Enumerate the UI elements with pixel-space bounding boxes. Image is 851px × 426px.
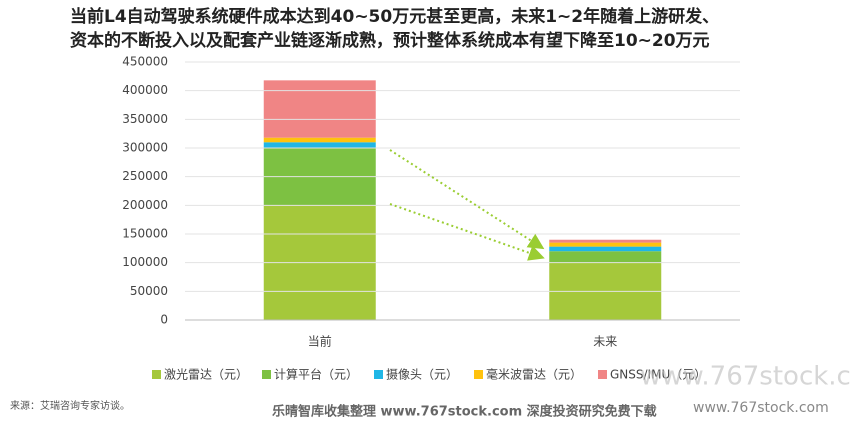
legend-label: 毫米波雷达（元） — [486, 367, 582, 382]
legend-label: 计算平台（元） — [274, 367, 358, 382]
y-tick-label: 450000 — [122, 55, 168, 69]
chart-title: 当前L4自动驾驶系统硬件成本达到40~50万元甚至更高，未来1~2年随着上游研发… — [70, 6, 719, 27]
y-tick-label: 200000 — [122, 198, 168, 212]
x-tick-label: 当前 — [308, 334, 332, 349]
y-tick-label: 0 — [160, 313, 168, 327]
y-tick-label: 150000 — [122, 227, 168, 241]
y-tick-label: 300000 — [122, 141, 168, 155]
bar-segment — [549, 239, 662, 243]
source: 来源：艾瑞咨询专家访谈。 — [10, 399, 130, 412]
chart-title: 资本的不断投入以及配套产业链逐渐成熟，预计整体系统成本有望下降至10~20万元 — [70, 30, 710, 51]
legend-label: 激光雷达（元） — [164, 368, 248, 382]
footer: 乐晴智库收集整理 www.767stock.com 深度投资研究免费下载 — [272, 404, 657, 420]
y-tick-label: 250000 — [122, 169, 168, 183]
y-tick-label: 400000 — [122, 83, 168, 97]
bar-segment — [549, 242, 662, 247]
bar-segment — [263, 142, 376, 148]
arrow — [389, 149, 545, 250]
y-tick-label: 50000 — [130, 284, 168, 298]
bar-segment — [263, 137, 376, 143]
watermark: www.767stock.c — [640, 362, 851, 392]
legend-marker — [474, 370, 483, 379]
arrow — [389, 203, 545, 261]
legend-marker — [374, 370, 383, 379]
legend-marker — [152, 370, 161, 379]
bar-segment — [549, 246, 662, 252]
x-tick-label: 未来 — [593, 335, 617, 349]
bar-segment — [549, 251, 662, 263]
legend-label: GNSS/IMU（元） — [610, 368, 706, 382]
bar-segment — [263, 80, 376, 138]
legend-marker — [598, 370, 607, 379]
watermark: www.767stock.com — [693, 400, 829, 416]
y-tick-label: 100000 — [122, 255, 168, 269]
y-tick-label: 350000 — [122, 112, 168, 126]
legend-label: 摄像头（元） — [386, 367, 458, 382]
legend-marker — [262, 370, 271, 379]
